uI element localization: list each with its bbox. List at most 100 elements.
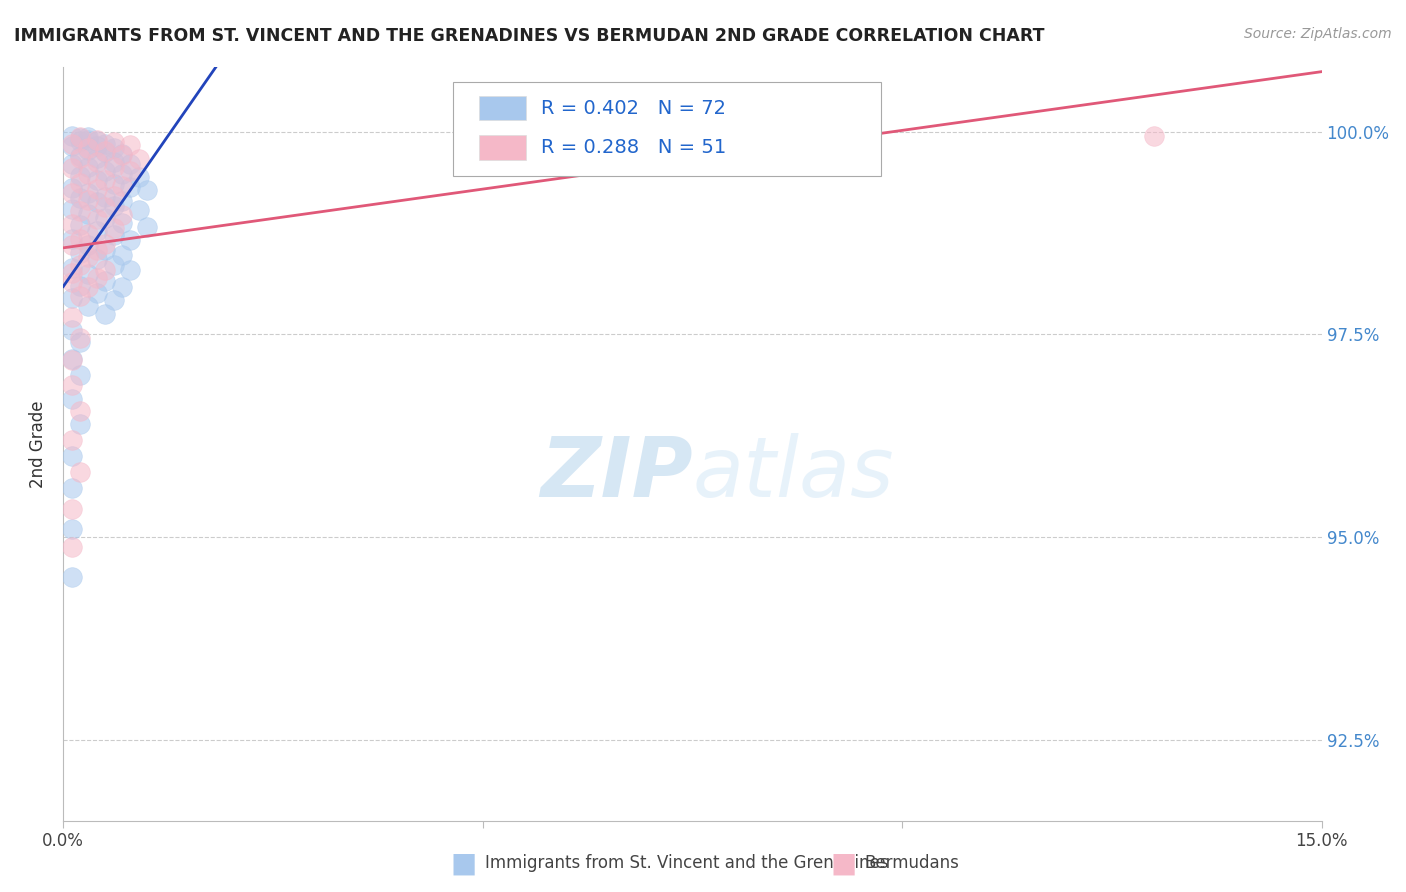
Point bbox=[60, 433, 83, 447]
Point bbox=[86, 182, 108, 196]
Point bbox=[69, 151, 91, 165]
Point bbox=[60, 481, 83, 495]
Point bbox=[77, 280, 100, 294]
Point bbox=[94, 189, 117, 203]
Point bbox=[60, 310, 83, 324]
Point bbox=[77, 167, 100, 181]
Text: R = 0.288   N = 51: R = 0.288 N = 51 bbox=[541, 138, 727, 157]
Point bbox=[103, 228, 125, 243]
Text: ■: ■ bbox=[451, 849, 477, 878]
Point bbox=[94, 263, 117, 277]
Point bbox=[120, 263, 142, 277]
Point bbox=[111, 208, 134, 222]
Point bbox=[94, 243, 117, 257]
Point bbox=[111, 179, 134, 194]
Point bbox=[86, 195, 108, 210]
Point bbox=[94, 172, 117, 186]
Point bbox=[103, 258, 125, 272]
Point bbox=[60, 449, 83, 463]
Point bbox=[69, 135, 91, 149]
Point bbox=[86, 173, 108, 187]
Point bbox=[77, 130, 100, 145]
Point bbox=[69, 191, 91, 205]
Point bbox=[86, 138, 108, 153]
Bar bbox=[478, 136, 526, 160]
Point bbox=[128, 203, 150, 218]
Point bbox=[86, 243, 108, 257]
Point bbox=[60, 540, 83, 554]
Point bbox=[77, 193, 100, 207]
Text: atlas: atlas bbox=[692, 434, 894, 515]
Point bbox=[1143, 128, 1166, 143]
Point bbox=[86, 224, 108, 238]
Point bbox=[60, 238, 83, 252]
Point bbox=[94, 236, 117, 251]
Y-axis label: 2nd Grade: 2nd Grade bbox=[30, 400, 48, 488]
Point bbox=[86, 252, 108, 266]
Point bbox=[94, 307, 117, 321]
Point bbox=[69, 246, 91, 260]
Text: Bermudans: Bermudans bbox=[865, 855, 959, 872]
Bar bbox=[478, 96, 526, 120]
Point bbox=[60, 570, 83, 584]
Point bbox=[103, 136, 125, 150]
Point bbox=[69, 131, 91, 145]
Point bbox=[111, 215, 134, 229]
Point bbox=[60, 323, 83, 337]
Point bbox=[69, 278, 91, 293]
Point bbox=[60, 232, 83, 246]
Point bbox=[94, 200, 117, 214]
Point bbox=[60, 161, 83, 176]
Point bbox=[69, 368, 91, 382]
Point bbox=[69, 149, 91, 163]
Point bbox=[120, 157, 142, 171]
FancyBboxPatch shape bbox=[453, 82, 882, 177]
Point bbox=[128, 153, 150, 167]
Point bbox=[60, 392, 83, 407]
Point bbox=[94, 136, 117, 151]
Point bbox=[86, 271, 108, 285]
Point bbox=[103, 141, 125, 155]
Point bbox=[103, 199, 125, 213]
Point bbox=[69, 130, 91, 145]
Point bbox=[94, 211, 117, 226]
Point bbox=[111, 194, 134, 208]
Point bbox=[77, 238, 100, 252]
Point bbox=[69, 169, 91, 184]
Point bbox=[69, 289, 91, 303]
Point bbox=[103, 154, 125, 169]
Point bbox=[60, 157, 83, 171]
Point bbox=[86, 212, 108, 227]
Text: ZIP: ZIP bbox=[540, 434, 692, 515]
Point bbox=[86, 133, 108, 147]
Point bbox=[60, 128, 83, 143]
Point bbox=[60, 260, 83, 275]
Point bbox=[86, 286, 108, 301]
Point bbox=[77, 143, 100, 157]
Point bbox=[103, 293, 125, 308]
Point bbox=[77, 141, 100, 155]
Point bbox=[60, 217, 83, 231]
Point bbox=[60, 181, 83, 195]
Point bbox=[60, 291, 83, 305]
Point bbox=[69, 335, 91, 350]
Point bbox=[111, 167, 134, 181]
Point bbox=[77, 268, 100, 282]
Point bbox=[77, 186, 100, 200]
Point bbox=[103, 177, 125, 191]
Point bbox=[69, 218, 91, 232]
Point bbox=[94, 145, 117, 159]
Point bbox=[60, 276, 83, 290]
Point bbox=[120, 137, 142, 152]
Point bbox=[86, 154, 108, 169]
Point bbox=[111, 248, 134, 262]
Point bbox=[60, 266, 83, 280]
Text: R = 0.402   N = 72: R = 0.402 N = 72 bbox=[541, 99, 727, 118]
Point bbox=[60, 377, 83, 392]
Point bbox=[77, 227, 100, 241]
Text: Source: ZipAtlas.com: Source: ZipAtlas.com bbox=[1244, 27, 1392, 41]
Point bbox=[60, 202, 83, 216]
Point bbox=[69, 417, 91, 431]
Point bbox=[77, 133, 100, 147]
Text: ■: ■ bbox=[831, 849, 856, 878]
